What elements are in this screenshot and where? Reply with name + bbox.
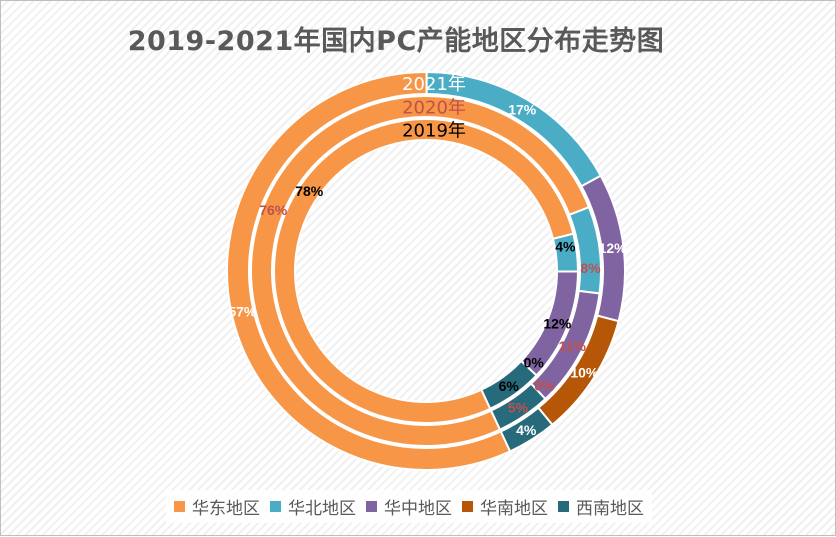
data-label: 76% — [259, 202, 288, 218]
ring-year-label: 2020年 — [402, 98, 466, 119]
data-label: 17% — [508, 102, 537, 118]
legend-label: 华北地区 — [288, 499, 356, 519]
slice-2021年-西南地区 — [499, 406, 554, 453]
slice-2019年-华东地区 — [273, 118, 575, 424]
data-label: 57% — [228, 303, 257, 319]
data-label: 4% — [516, 422, 537, 438]
data-label: 10% — [570, 364, 599, 380]
legend-item: 华北地区 — [270, 494, 356, 519]
slice-2020年-西南地区 — [489, 382, 547, 431]
data-label: 0% — [534, 377, 555, 393]
ring-year-label: 2019年 — [402, 121, 466, 142]
legend-item: 西南地区 — [558, 494, 644, 519]
data-label: 6% — [499, 378, 520, 394]
data-label: 5% — [508, 399, 529, 415]
legend-swatch — [174, 501, 185, 512]
legend-label: 西南地区 — [576, 499, 644, 519]
legend-label: 华东地区 — [192, 499, 260, 519]
legend-item: 华中地区 — [366, 494, 452, 519]
data-label: 12% — [543, 316, 572, 332]
ring-year-label: 2021年 — [402, 74, 466, 95]
legend-swatch — [462, 501, 473, 512]
data-label: 0% — [524, 355, 545, 371]
legend-label: 华南地区 — [480, 499, 548, 519]
data-label: 4% — [555, 238, 576, 254]
legend: 华东地区 华北地区 华中地区 华南地区 西南地区 — [166, 490, 652, 523]
legend-item: 华南地区 — [462, 494, 548, 519]
legend-swatch — [366, 501, 377, 512]
legend-label: 华中地区 — [384, 499, 452, 519]
legend-swatch — [270, 501, 281, 512]
data-label: 8% — [580, 260, 601, 276]
legend-swatch — [558, 501, 569, 512]
data-label: 12% — [599, 240, 628, 256]
slice-2019年-西南地区 — [480, 359, 538, 411]
data-label: 11% — [559, 338, 587, 354]
legend-item: 华东地区 — [174, 494, 260, 519]
chart-title: 2019-2021年国内PC产能地区分布走势图 — [127, 26, 665, 57]
data-label: 78% — [295, 183, 324, 199]
